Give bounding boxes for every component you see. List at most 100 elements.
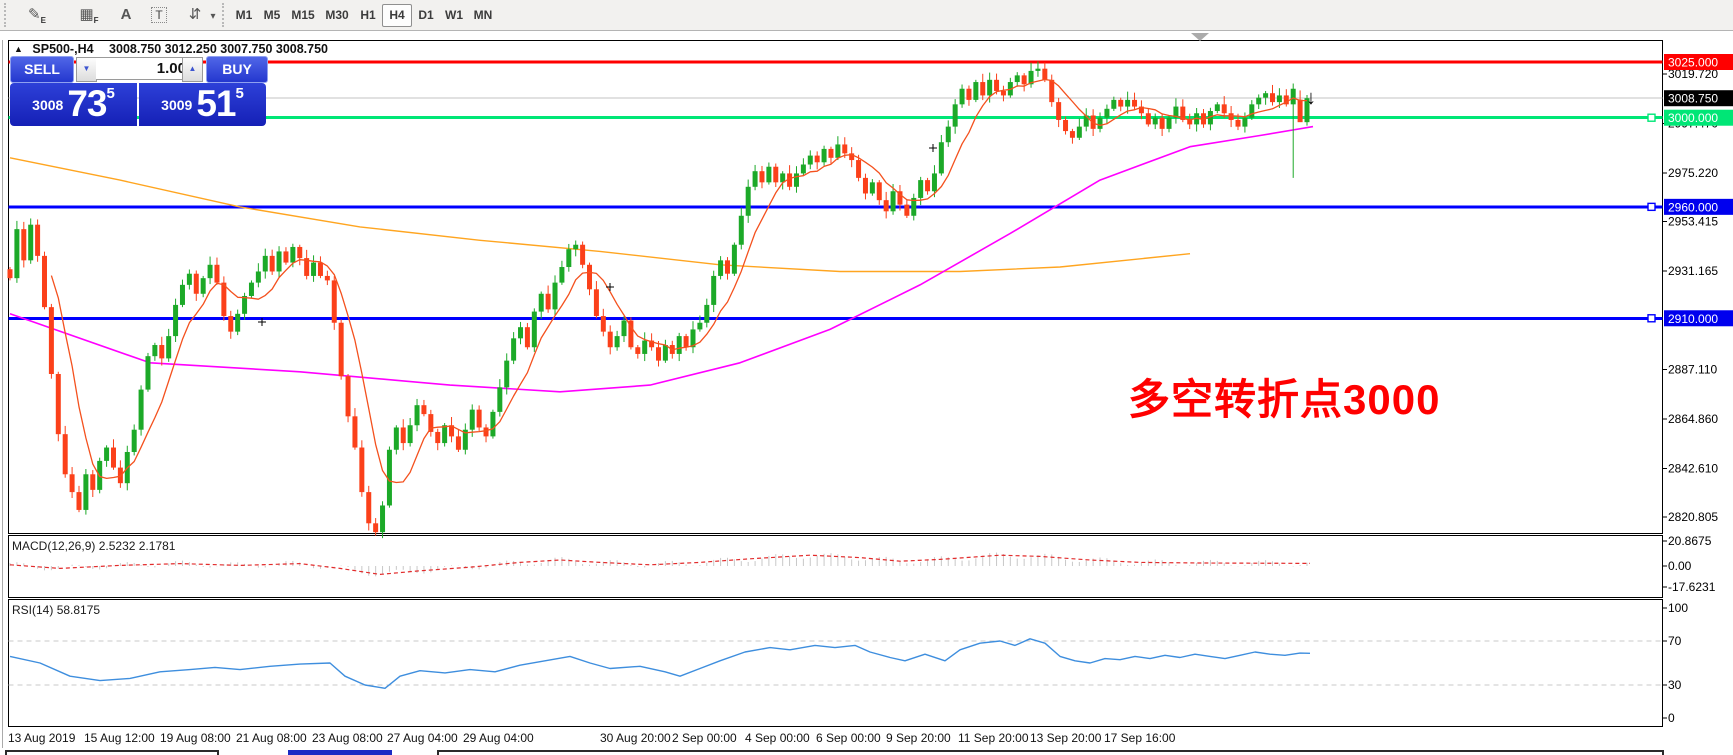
toolbar-grip-2[interactable] — [222, 3, 229, 27]
svg-text:13 Aug 2019: 13 Aug 2019 — [8, 731, 76, 745]
down-arrow-marker: ↓ — [1306, 87, 1316, 109]
rsi-panel[interactable] — [8, 638, 1663, 689]
svg-text:2 Sep 00:00: 2 Sep 00:00 — [672, 731, 737, 745]
rsi-label: RSI(14) 58.8175 — [12, 603, 101, 617]
ma-fast — [50, 78, 1308, 484]
bid-price-pip: 5 — [106, 85, 115, 102]
ask-price[interactable]: 3009 515 — [139, 83, 266, 126]
sort-arrows-icon[interactable]: ⇵ — [188, 6, 202, 23]
svg-text:2931.165: 2931.165 — [1668, 264, 1718, 278]
svg-text:2910.000: 2910.000 — [1668, 312, 1718, 326]
price-axis: 3019.7202997.4702975.2202953.4152931.165… — [1663, 54, 1733, 524]
volume-input[interactable] — [96, 57, 192, 80]
tf-button-h4[interactable]: H4 — [382, 4, 412, 27]
svg-text:13 Sep 20:00: 13 Sep 20:00 — [1030, 731, 1102, 745]
svg-text:70: 70 — [1668, 634, 1682, 648]
svg-text:4 Sep 00:00: 4 Sep 00:00 — [745, 731, 810, 745]
ohlc-values: 3008.750 3012.250 3007.750 3008.750 — [109, 42, 329, 56]
collapse-icon[interactable]: ▲ — [14, 44, 23, 54]
bid-price-stem: 3008 — [32, 97, 64, 113]
ask-price-pip: 5 — [235, 85, 244, 102]
svg-text:6 Sep 00:00: 6 Sep 00:00 — [816, 731, 881, 745]
svg-text:9 Sep 20:00: 9 Sep 20:00 — [886, 731, 951, 745]
svg-text:11 Sep 20:00: 11 Sep 20:00 — [958, 731, 1029, 745]
panel-frames — [8, 40, 1663, 727]
bid-price[interactable]: 3008 735 — [10, 83, 137, 126]
svg-text:2960.000: 2960.000 — [1668, 200, 1718, 214]
svg-text:23 Aug 08:00: 23 Aug 08:00 — [312, 731, 383, 745]
tf-button-m15[interactable]: M15 — [291, 8, 315, 22]
ma-magenta — [9, 125, 1314, 393]
svg-text:0: 0 — [1668, 711, 1675, 725]
tf-button-h1[interactable]: H1 — [360, 8, 376, 22]
svg-text:27 Aug 04:00: 27 Aug 04:00 — [387, 731, 458, 745]
price-line-label[interactable]: 2910.000 — [1664, 310, 1733, 327]
macd-axis: 20.8675 0.00 -17.6231 — [1663, 534, 1716, 594]
draw-pencils-icon[interactable]: ✎E — [28, 6, 46, 25]
bid-price-big: 73 — [67, 83, 107, 124]
svg-text:3008.750: 3008.750 — [1668, 92, 1718, 106]
svg-text:3025.000: 3025.000 — [1668, 56, 1718, 70]
tf-button-mn[interactable]: MN — [473, 8, 493, 22]
main-price-panel[interactable] — [7, 60, 1663, 539]
rsi-line — [9, 638, 1311, 689]
svg-text:21 Aug 08:00: 21 Aug 08:00 — [236, 731, 307, 745]
svg-text:29 Aug 04:00: 29 Aug 04:00 — [463, 731, 534, 745]
chart-shift-marker[interactable] — [1191, 33, 1209, 41]
volume-down-button[interactable]: ▼ — [76, 57, 97, 82]
chart-tab[interactable] — [437, 750, 1664, 755]
price-line-label[interactable]: 3008.750 — [1664, 90, 1733, 107]
svg-text:3000.000: 3000.000 — [1668, 111, 1718, 125]
svg-text:3019.720: 3019.720 — [1668, 67, 1718, 81]
chart-title: ▲ SP500-,H4 3008.750 3012.250 3007.750 3… — [14, 42, 328, 56]
svg-text:100: 100 — [1668, 601, 1688, 615]
price-line-label[interactable]: 3025.000 — [1664, 54, 1733, 70]
ask-price-stem: 3009 — [161, 97, 193, 113]
svg-text:30 Aug 20:00: 30 Aug 20:00 — [600, 731, 671, 745]
buy-button[interactable]: BUY — [206, 56, 268, 83]
toolbar-grip[interactable] — [4, 3, 11, 27]
macd-label: MACD(12,26,9) 2.5232 2.1781 — [12, 539, 176, 553]
candlestick-series — [7, 61, 1310, 539]
text-a-icon[interactable]: A — [120, 6, 132, 23]
svg-text:19 Aug 08:00: 19 Aug 08:00 — [160, 731, 231, 745]
ma-orange — [9, 157, 1191, 273]
tf-button-m30[interactable]: M30 — [325, 8, 349, 22]
svg-text:2820.805: 2820.805 — [1668, 510, 1718, 524]
time-axis: 13 Aug 2019 15 Aug 12:00 19 Aug 08:00 21 Au… — [8, 731, 1176, 745]
svg-text:2953.415: 2953.415 — [1668, 215, 1718, 229]
chart-text-annotation[interactable]: 多空转折点3000 — [1128, 376, 1441, 423]
svg-text:2864.860: 2864.860 — [1668, 412, 1718, 426]
grid-f-icon[interactable]: ▦F — [79, 6, 99, 25]
ask-price-big: 51 — [196, 83, 236, 124]
price-line-label[interactable]: 3000.000 — [1664, 109, 1733, 126]
sell-button[interactable]: SELL — [10, 56, 74, 83]
symbol-timeframe: SP500-,H4 — [32, 42, 94, 56]
tf-button-m1[interactable]: M1 — [235, 8, 253, 22]
rsi-axis: 100 70 30 0 — [1663, 601, 1688, 725]
svg-text:2887.110: 2887.110 — [1668, 362, 1717, 376]
textbox-t-icon[interactable]: T — [146, 0, 172, 30]
svg-text:2842.610: 2842.610 — [1668, 461, 1718, 475]
svg-text:30: 30 — [1668, 678, 1682, 692]
volume-up-button[interactable]: ▲ — [182, 57, 203, 82]
chart-tab[interactable] — [288, 750, 392, 755]
tf-button-m5[interactable]: M5 — [263, 8, 281, 22]
svg-text:0.00: 0.00 — [1668, 559, 1692, 573]
macd-panel[interactable] — [9, 552, 1311, 577]
trade-panel-row: SELL ▼ ▲ BUY — [10, 56, 268, 83]
svg-text:-17.6231: -17.6231 — [1668, 580, 1716, 594]
tf-button-w1[interactable]: W1 — [445, 8, 463, 22]
toolbar: ✎E ▦F A T ⇵ ▾ M1 M5 M15 M30 H1 H4 D1 W1 MN — [0, 0, 1733, 31]
chart-tab[interactable] — [5, 750, 219, 755]
svg-text:20.8675: 20.8675 — [1668, 534, 1712, 548]
svg-text:2975.220: 2975.220 — [1668, 166, 1718, 180]
tf-button-d1[interactable]: D1 — [418, 8, 434, 22]
svg-text:17 Sep 16:00: 17 Sep 16:00 — [1104, 731, 1176, 745]
dropdown-arrow-icon[interactable]: ▾ — [210, 11, 216, 22]
price-line-label[interactable]: 2960.000 — [1664, 198, 1733, 215]
svg-text:15 Aug 12:00: 15 Aug 12:00 — [84, 731, 155, 745]
